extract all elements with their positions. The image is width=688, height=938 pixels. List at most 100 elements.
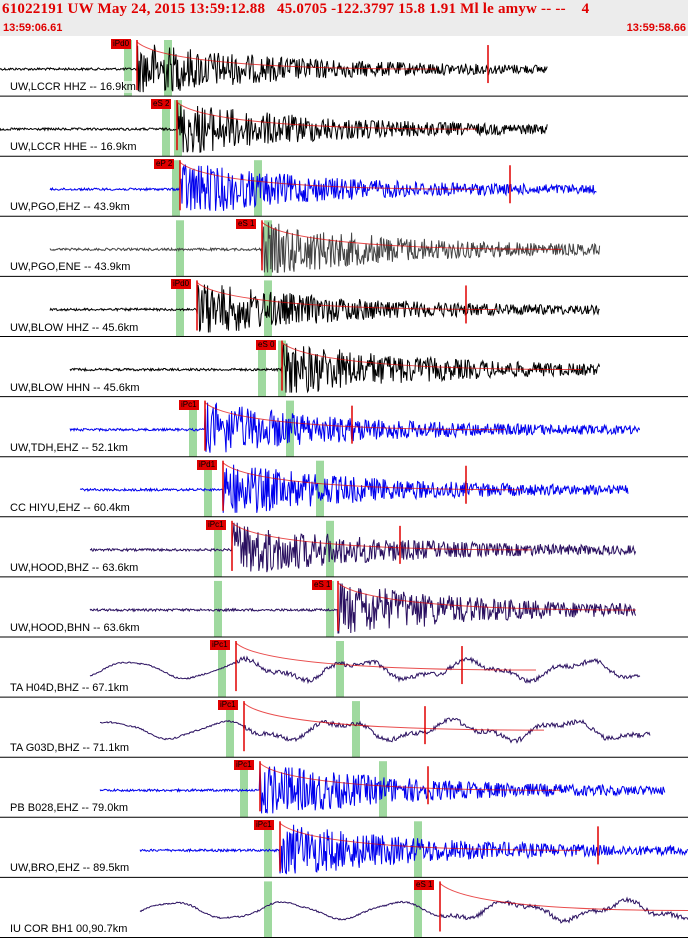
pick-label[interactable]: iPc1 <box>179 399 199 410</box>
pick-label[interactable]: iPc1 <box>210 640 230 650</box>
window-band <box>326 580 334 637</box>
window-band <box>414 821 422 878</box>
start-time: 13:59:06.61 <box>3 22 63 34</box>
end-time: 13:59:58.66 <box>626 22 686 34</box>
waveform-trace <box>139 824 688 875</box>
coda-curve <box>439 883 688 911</box>
pick-label[interactable]: iPd0 <box>111 39 132 49</box>
station-label: IU COR BH1 00,90.7km <box>10 922 128 935</box>
coda-curve <box>235 642 537 671</box>
coda-curve <box>179 161 481 190</box>
pick-label[interactable]: iPd1 <box>197 459 218 470</box>
pick-label[interactable]: eS 1 <box>312 579 333 590</box>
event-title: 61022191 UW May 24, 2015 13:59:12.88 45.… <box>2 1 590 17</box>
coda-curve <box>204 402 506 431</box>
coda-curve <box>259 762 561 791</box>
waveform-trace <box>0 44 548 93</box>
window-band <box>176 280 184 337</box>
trace-panel[interactable] <box>0 280 688 337</box>
window-band <box>316 460 324 517</box>
window-band <box>414 881 422 938</box>
waveform-trace <box>139 896 688 924</box>
trace-panel[interactable] <box>0 100 688 157</box>
window-band <box>204 460 212 517</box>
station-label: UW,LCCR HHZ -- 16.9km <box>10 81 136 94</box>
window-band <box>264 881 272 938</box>
coda-curve <box>337 582 637 611</box>
window-band <box>189 400 197 457</box>
station-label: UW,BLOW HHN -- 45.6km <box>10 381 140 394</box>
station-label: TA G03D,BHZ -- 71.1km <box>10 742 129 755</box>
waveform-trace <box>99 764 666 814</box>
trace-panel[interactable] <box>0 821 688 878</box>
coda-curve <box>136 41 438 70</box>
waveform-trace <box>89 583 637 634</box>
trace-panel[interactable] <box>0 40 688 97</box>
window-band <box>164 40 172 97</box>
pick-label[interactable]: eS 1 <box>414 880 435 891</box>
window-band <box>258 340 266 397</box>
trace-panel[interactable] <box>0 580 688 638</box>
trace-panel[interactable] <box>0 400 688 458</box>
window-band <box>254 160 262 217</box>
coda-curve <box>176 101 478 130</box>
trace-panel[interactable] <box>0 160 688 217</box>
seismogram-panels[interactable]: iPd0 UW,LCCR HHZ -- 16.9km eS 2 UW,LCCR HHE… <box>0 36 688 938</box>
pick-label[interactable]: eS 0 <box>256 339 277 350</box>
station-label: UW,HOOD,BHZ -- 63.6km <box>10 561 139 574</box>
pick-label[interactable]: eS 1 <box>236 219 257 230</box>
window-band <box>336 641 344 698</box>
station-label: UW,LCCR HHE -- 16.9km <box>10 141 137 154</box>
trace-panel[interactable] <box>0 520 688 578</box>
station-label: TA H04D,BHZ -- 67.1km <box>10 682 129 695</box>
pick-label[interactable]: eS 2 <box>151 99 172 110</box>
station-label: UW,PGO,EHZ -- 43.9km <box>10 201 130 214</box>
waveform-trace <box>69 343 601 394</box>
waveform-trace <box>79 464 629 513</box>
pick-label[interactable]: iPc1 <box>206 519 226 530</box>
trace-panel[interactable] <box>0 460 688 518</box>
traces-canvas <box>0 40 688 938</box>
window-band <box>214 580 222 637</box>
trace-panel[interactable] <box>0 761 688 818</box>
trace-panel[interactable] <box>0 220 688 277</box>
window-band <box>352 701 360 758</box>
header-bar: 61022191 UW May 24, 2015 13:59:12.88 45.… <box>0 0 688 36</box>
waveform-trace <box>49 284 600 333</box>
waveform-trace <box>49 222 601 273</box>
coda-curve <box>279 822 581 851</box>
waveform-trace <box>99 717 651 744</box>
coda-curve <box>243 702 545 731</box>
window-band <box>264 821 272 878</box>
trace-panel[interactable] <box>0 641 688 698</box>
pick-label[interactable]: eP 2 <box>154 159 175 170</box>
trace-panel[interactable] <box>0 340 688 398</box>
station-label: UW,BRO,EHZ -- 89.5km <box>10 862 130 875</box>
station-label: UW,TDH,EHZ -- 52.1km <box>10 441 128 454</box>
station-label: PB B028,EHZ -- 79.0km <box>10 802 128 815</box>
station-label: CC HIYU,EHZ -- 60.4km <box>10 501 130 514</box>
window-band <box>172 160 180 217</box>
window-band <box>226 701 234 758</box>
waveform-trace <box>49 164 597 211</box>
window-band <box>214 520 222 577</box>
waveform-trace <box>89 655 641 685</box>
coda-curve <box>261 221 563 250</box>
trace-panel[interactable] <box>0 701 688 758</box>
waveform-trace <box>89 522 637 573</box>
waveform-trace <box>0 103 548 153</box>
coda-curve <box>231 522 533 551</box>
window-band <box>218 641 226 698</box>
station-label: UW,BLOW HHZ -- 45.6km <box>10 321 139 334</box>
station-label: UW,HOOD,BHN -- 63.6km <box>10 622 140 634</box>
waveform-trace <box>69 402 641 453</box>
pick-label[interactable]: iPd0 <box>171 279 192 290</box>
coda-curve <box>281 342 583 371</box>
pick-label[interactable]: iPc1 <box>234 760 254 771</box>
coda-curve <box>196 282 498 310</box>
pick-label[interactable]: iPc1 <box>254 820 274 831</box>
coda-curve <box>222 462 524 491</box>
station-label: UW,PGO,ENE -- 43.9km <box>10 261 131 274</box>
pick-label[interactable]: iPc1 <box>218 700 238 711</box>
window-band <box>240 761 248 818</box>
